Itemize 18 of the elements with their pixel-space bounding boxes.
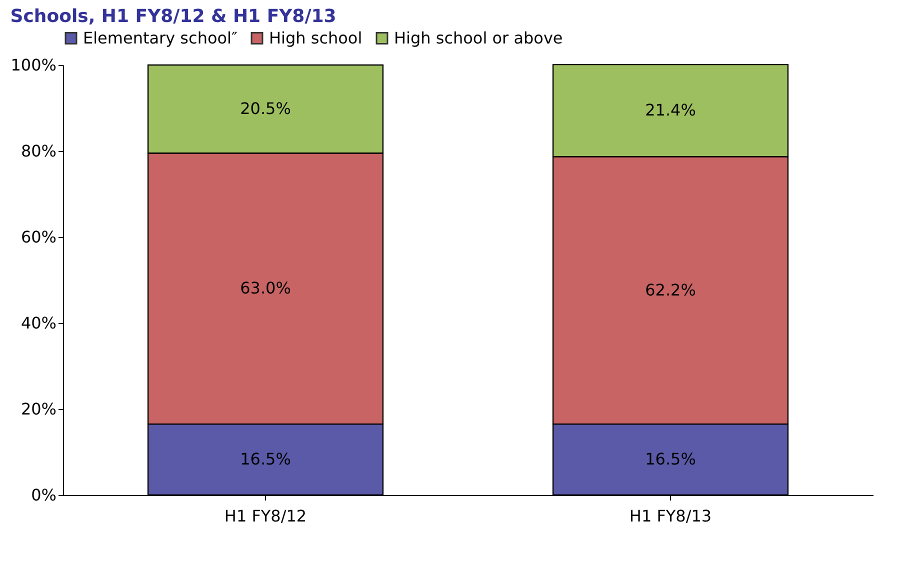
data-label: 20.5% xyxy=(240,99,291,118)
data-label: 63.0% xyxy=(240,278,291,298)
y-tick-label: 20% xyxy=(20,400,56,418)
data-label: 16.5% xyxy=(240,450,291,469)
legend-label: Elementary school″ xyxy=(83,28,238,48)
data-label: 62.2% xyxy=(645,280,696,300)
legend-label: High school or above xyxy=(394,28,563,48)
y-tick-label: 100% xyxy=(10,56,56,74)
y-tick-label: 80% xyxy=(20,142,56,160)
y-tick-label: 40% xyxy=(20,314,56,332)
data-label: 21.4% xyxy=(645,100,696,120)
x-tick-label: H1 FY8/12 xyxy=(224,506,307,526)
y-tick-label: 60% xyxy=(20,228,56,246)
chart-title: Schools, H1 FY8/12 & H1 FY8/13 xyxy=(10,6,336,27)
legend-label: High school xyxy=(269,28,362,48)
x-tick-label: H1 FY8/13 xyxy=(629,506,712,526)
data-label: 16.5% xyxy=(645,450,696,469)
y-tick-label: 0% xyxy=(31,486,56,504)
